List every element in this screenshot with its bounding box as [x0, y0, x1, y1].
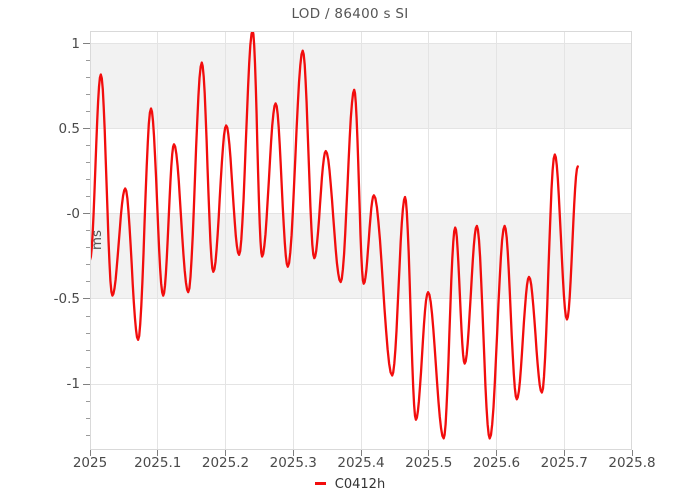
y-axis-minor-tick: [86, 264, 90, 266]
series-line: [90, 31, 579, 440]
horizontal-gridline: [90, 383, 632, 385]
y-axis-minor-tick: [86, 145, 90, 147]
data-curve-svg: [90, 31, 579, 440]
y-axis-tick: [83, 383, 90, 385]
vertical-gridline: [563, 31, 565, 450]
y-axis-minor-tick: [86, 400, 90, 402]
plot-area: [90, 31, 632, 450]
y-axis-label: ms: [89, 229, 105, 251]
y-axis-minor-tick: [86, 60, 90, 62]
y-axis-minor-tick: [86, 281, 90, 283]
y-axis-minor-tick: [86, 366, 90, 368]
vertical-gridline: [428, 31, 430, 450]
horizontal-gridline: [90, 43, 632, 45]
chart-title: LOD / 86400 s SI: [291, 6, 409, 22]
y-tick-label: -1: [66, 376, 80, 393]
x-axis-tick: [428, 450, 430, 456]
legend: C0412h: [0, 477, 700, 493]
horizontal-gridline: [90, 128, 632, 130]
x-tick-label: 2025.3: [269, 455, 317, 471]
y-tick-label: 0.5: [58, 120, 80, 137]
y-axis-minor-tick: [86, 247, 90, 249]
x-axis-tick: [292, 450, 294, 456]
y-axis-minor-tick: [86, 434, 90, 436]
y-axis-minor-tick: [86, 315, 90, 317]
x-tick-label: 2025.7: [540, 455, 588, 471]
horizontal-gridline: [90, 298, 632, 300]
y-axis-minor-tick: [86, 179, 90, 181]
y-axis-minor-tick: [86, 417, 90, 419]
y-axis-minor-tick: [86, 162, 90, 164]
y-axis-tick: [83, 128, 90, 130]
y-axis-minor-tick: [86, 230, 90, 232]
y-tick-label: 1: [71, 35, 80, 52]
y-axis-tick: [83, 213, 90, 215]
x-tick-label: 2025.2: [201, 455, 250, 471]
x-tick-label: 2025.1: [134, 455, 182, 471]
y-tick-label: -0: [66, 205, 80, 222]
x-axis-tick: [225, 450, 226, 456]
x-axis-tick: [563, 450, 565, 456]
y-axis-minor-tick: [86, 111, 90, 113]
vertical-gridline: [225, 31, 226, 450]
vertical-gridline: [292, 31, 294, 450]
x-axis-tick: [89, 450, 91, 456]
vertical-gridline: [496, 31, 497, 450]
x-tick-label: 2025.8: [608, 455, 656, 471]
legend-label: C0412h: [334, 477, 386, 492]
x-tick-label: 2025.6: [472, 455, 521, 471]
y-axis-minor-tick: [86, 349, 90, 351]
x-axis-tick: [496, 450, 497, 456]
y-axis-minor-tick: [86, 94, 90, 96]
y-axis-tick: [83, 43, 90, 45]
x-axis-tick: [157, 450, 159, 456]
x-axis-tick: [360, 450, 362, 456]
y-axis-minor-tick: [86, 332, 90, 334]
y-axis-tick: [83, 298, 90, 300]
x-tick-label: 2025.4: [337, 455, 385, 471]
x-tick-label: 2025: [72, 455, 108, 471]
y-tick-label: -0.5: [53, 290, 80, 307]
x-axis-tick: [631, 450, 633, 456]
y-axis-minor-tick: [86, 77, 90, 79]
legend-line-marker-icon: [314, 482, 326, 485]
y-axis-minor-tick: [86, 196, 90, 198]
x-tick-label: 2025.5: [405, 455, 453, 471]
